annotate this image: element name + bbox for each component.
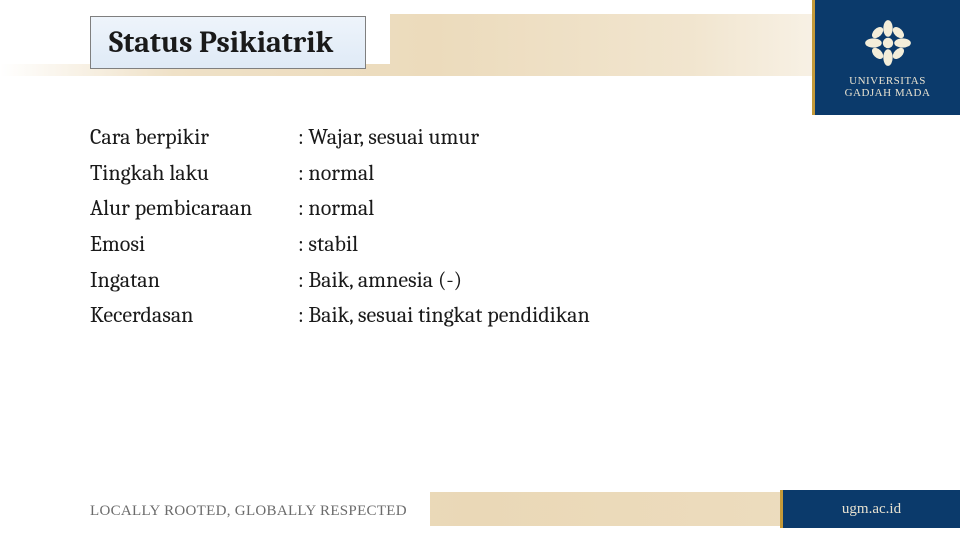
item-label: Kecerdasan xyxy=(90,298,298,334)
item-value: : Baik, amnesia (-) xyxy=(298,263,850,299)
university-logo-block: UNIVERSITAS GADJAH MADA xyxy=(812,0,960,115)
footer-url: ugm.ac.id xyxy=(842,501,901,518)
item-label: Cara berpikir xyxy=(90,120,298,156)
logo-text-line2: GADJAH MADA xyxy=(845,87,931,99)
list-item: Alur pembicaraan : normal xyxy=(90,191,850,227)
content-list: Cara berpikir : Wajar, sesuai umur Tingk… xyxy=(90,120,850,334)
item-value: : Wajar, sesuai umur xyxy=(298,120,850,156)
list-item: Kecerdasan : Baik, sesuai tingkat pendid… xyxy=(90,298,850,334)
item-label: Alur pembicaraan xyxy=(90,191,298,227)
item-value: : normal xyxy=(298,191,850,227)
slide: Status Psikiatrik xyxy=(0,0,960,540)
list-item: Ingatan : Baik, amnesia (-) xyxy=(90,263,850,299)
item-value: : Baik, sesuai tingkat pendidikan xyxy=(298,298,850,334)
item-label: Emosi xyxy=(90,227,298,263)
logo-text-line1: UNIVERSITAS xyxy=(849,75,926,87)
footer-tagline: LOCALLY ROOTED, GLOBALLY RESPECTED xyxy=(90,503,407,520)
item-label: Ingatan xyxy=(90,263,298,299)
footer-url-block: ugm.ac.id xyxy=(780,490,960,528)
list-item: Emosi : stabil xyxy=(90,227,850,263)
ugm-emblem-icon xyxy=(862,17,914,69)
list-item: Tingkah laku : normal xyxy=(90,156,850,192)
item-value: : normal xyxy=(298,156,850,192)
item-value: : stabil xyxy=(298,227,850,263)
page-title: Status Psikiatrik xyxy=(90,16,366,69)
list-item: Cara berpikir : Wajar, sesuai umur xyxy=(90,120,850,156)
item-label: Tingkah laku xyxy=(90,156,298,192)
